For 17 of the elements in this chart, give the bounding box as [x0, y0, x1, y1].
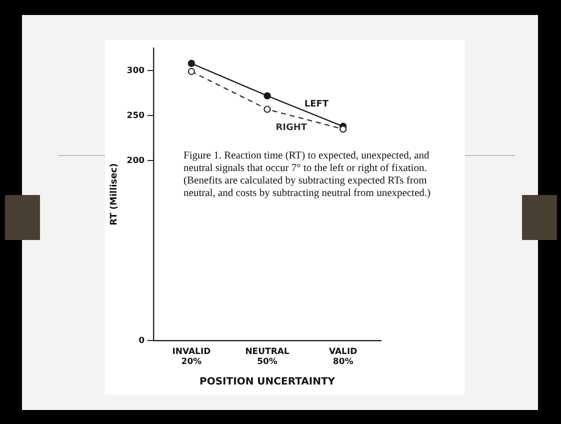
- point: [188, 60, 196, 67]
- point: [188, 68, 196, 76]
- y-tick-label: 300: [126, 66, 145, 76]
- series-label: RIGHT: [276, 123, 308, 134]
- point: [264, 106, 271, 113]
- point: [339, 126, 347, 133]
- annotation: Figure 1. Reaction time (RT) to expected, unexpected, and neutral signals that occur 7° to the left or right of fixation. (Benefits are calculated by subtracting expected RTs from neutral, and costs by subtracting neutral from unexpected.): [184, 150, 432, 200]
- series-label: LEFT: [304, 99, 330, 110]
- x-tick-label: INVALID 20%: [172, 346, 211, 368]
- x-axis-title: POSITION UNCERTAINTY: [200, 376, 336, 388]
- y-tick-label: 200: [126, 156, 145, 166]
- x-tick-label: VALID 80%: [328, 346, 358, 368]
- y-tick-label: 0: [138, 336, 145, 346]
- point: [264, 92, 271, 100]
- y-axis-title: RT (Millisec): [110, 163, 120, 226]
- y-tick-label: 250: [126, 110, 145, 121]
- x-tick-label: NEUTRAL 50%: [245, 346, 290, 368]
